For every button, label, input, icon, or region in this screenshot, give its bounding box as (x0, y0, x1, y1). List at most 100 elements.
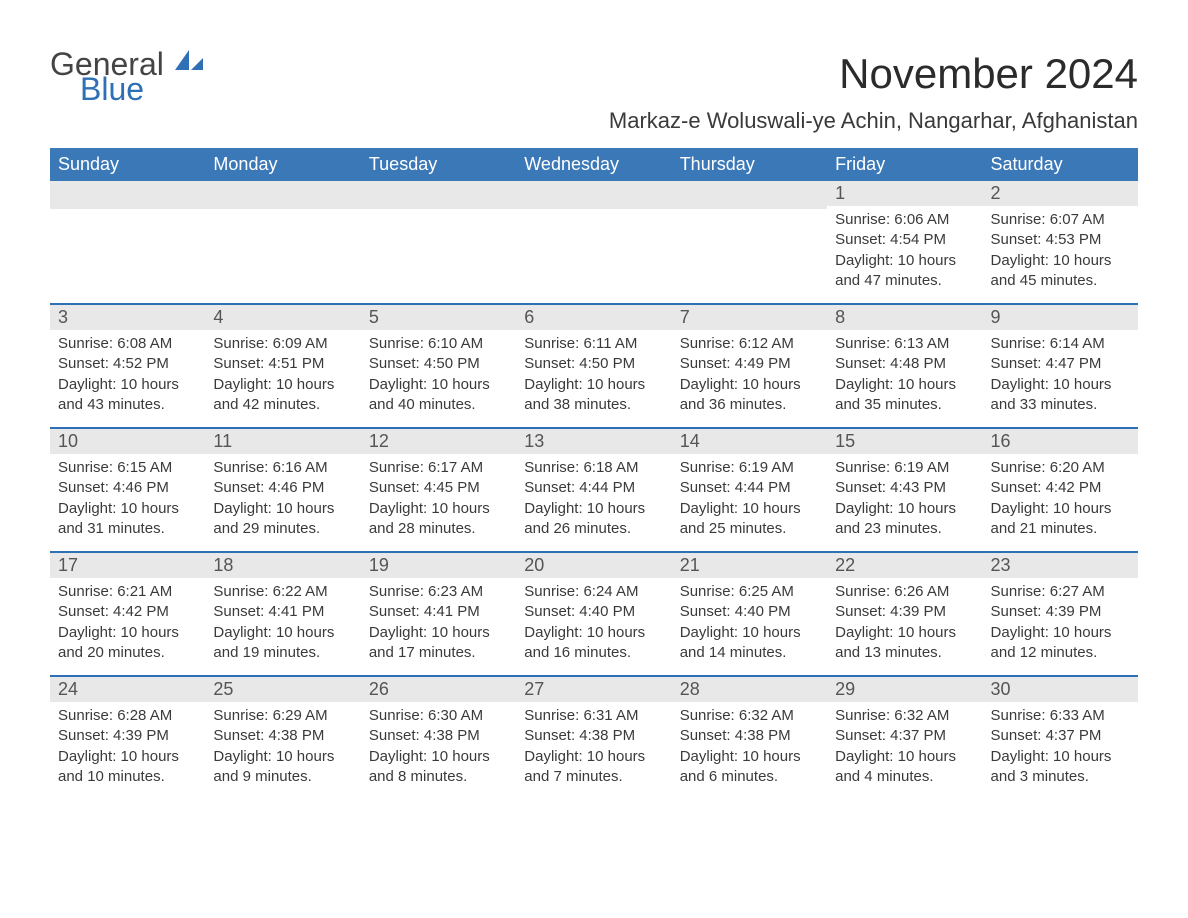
sunset-line: Sunset: 4:38 PM (369, 726, 508, 746)
day-data: Sunrise: 6:15 AMSunset: 4:46 PMDaylight:… (50, 454, 205, 539)
daylight-line2: and 17 minutes. (369, 643, 508, 663)
sunrise-line: Sunrise: 6:28 AM (58, 706, 197, 726)
day-number: 21 (672, 553, 827, 578)
sunset-line: Sunset: 4:40 PM (524, 602, 663, 622)
daylight-line1: Daylight: 10 hours (680, 623, 819, 643)
daylight-line2: and 25 minutes. (680, 519, 819, 539)
calendar-day-cell: 11Sunrise: 6:16 AMSunset: 4:46 PMDayligh… (205, 429, 360, 552)
calendar-day-cell: 26Sunrise: 6:30 AMSunset: 4:38 PMDayligh… (361, 677, 516, 799)
calendar-week-row: 24Sunrise: 6:28 AMSunset: 4:39 PMDayligh… (50, 677, 1138, 799)
daylight-line1: Daylight: 10 hours (58, 499, 197, 519)
daylight-line2: and 6 minutes. (680, 767, 819, 787)
day-data: Sunrise: 6:26 AMSunset: 4:39 PMDaylight:… (827, 578, 982, 663)
day-number: 22 (827, 553, 982, 578)
calendar-day-cell: 12Sunrise: 6:17 AMSunset: 4:45 PMDayligh… (361, 429, 516, 552)
day-number: 23 (983, 553, 1138, 578)
calendar-empty-cell (50, 181, 205, 304)
daylight-line2: and 47 minutes. (835, 271, 974, 291)
sunset-line: Sunset: 4:45 PM (369, 478, 508, 498)
sunrise-line: Sunrise: 6:11 AM (524, 334, 663, 354)
daylight-line1: Daylight: 10 hours (680, 747, 819, 767)
sunrise-line: Sunrise: 6:30 AM (369, 706, 508, 726)
day-data: Sunrise: 6:09 AMSunset: 4:51 PMDaylight:… (205, 330, 360, 415)
day-number: 27 (516, 677, 671, 702)
daylight-line2: and 12 minutes. (991, 643, 1130, 663)
daylight-line2: and 23 minutes. (835, 519, 974, 539)
sunset-line: Sunset: 4:39 PM (58, 726, 197, 746)
day-number-empty (361, 181, 516, 209)
day-number: 7 (672, 305, 827, 330)
calendar-day-cell: 13Sunrise: 6:18 AMSunset: 4:44 PMDayligh… (516, 429, 671, 552)
calendar-week-row: 3Sunrise: 6:08 AMSunset: 4:52 PMDaylight… (50, 305, 1138, 428)
day-data: Sunrise: 6:08 AMSunset: 4:52 PMDaylight:… (50, 330, 205, 415)
sunset-line: Sunset: 4:42 PM (58, 602, 197, 622)
daylight-line1: Daylight: 10 hours (991, 623, 1130, 643)
daylight-line2: and 29 minutes. (213, 519, 352, 539)
calendar-day-cell: 17Sunrise: 6:21 AMSunset: 4:42 PMDayligh… (50, 553, 205, 676)
day-number: 20 (516, 553, 671, 578)
daylight-line2: and 8 minutes. (369, 767, 508, 787)
weekday-header: Sunday (50, 148, 205, 181)
daylight-line1: Daylight: 10 hours (835, 375, 974, 395)
calendar-week-row: 17Sunrise: 6:21 AMSunset: 4:42 PMDayligh… (50, 553, 1138, 676)
daylight-line1: Daylight: 10 hours (835, 623, 974, 643)
brand-logo: General Blue (50, 50, 203, 108)
sunrise-line: Sunrise: 6:07 AM (991, 210, 1130, 230)
sunrise-line: Sunrise: 6:32 AM (680, 706, 819, 726)
sunrise-line: Sunrise: 6:18 AM (524, 458, 663, 478)
day-number: 17 (50, 553, 205, 578)
daylight-line1: Daylight: 10 hours (835, 747, 974, 767)
day-data: Sunrise: 6:25 AMSunset: 4:40 PMDaylight:… (672, 578, 827, 663)
sunset-line: Sunset: 4:46 PM (213, 478, 352, 498)
day-data: Sunrise: 6:10 AMSunset: 4:50 PMDaylight:… (361, 330, 516, 415)
daylight-line2: and 38 minutes. (524, 395, 663, 415)
day-number: 8 (827, 305, 982, 330)
daylight-line1: Daylight: 10 hours (369, 375, 508, 395)
daylight-line2: and 16 minutes. (524, 643, 663, 663)
day-data: Sunrise: 6:33 AMSunset: 4:37 PMDaylight:… (983, 702, 1138, 787)
calendar-empty-cell (361, 181, 516, 304)
day-number: 6 (516, 305, 671, 330)
sunset-line: Sunset: 4:52 PM (58, 354, 197, 374)
calendar-day-cell: 23Sunrise: 6:27 AMSunset: 4:39 PMDayligh… (983, 553, 1138, 676)
day-data: Sunrise: 6:16 AMSunset: 4:46 PMDaylight:… (205, 454, 360, 539)
day-data: Sunrise: 6:28 AMSunset: 4:39 PMDaylight:… (50, 702, 205, 787)
daylight-line2: and 14 minutes. (680, 643, 819, 663)
day-data: Sunrise: 6:14 AMSunset: 4:47 PMDaylight:… (983, 330, 1138, 415)
location-subtitle: Markaz-e Woluswali-ye Achin, Nangarhar, … (609, 108, 1138, 134)
calendar-day-cell: 4Sunrise: 6:09 AMSunset: 4:51 PMDaylight… (205, 305, 360, 428)
sunrise-line: Sunrise: 6:16 AM (213, 458, 352, 478)
day-data: Sunrise: 6:11 AMSunset: 4:50 PMDaylight:… (516, 330, 671, 415)
day-number: 4 (205, 305, 360, 330)
day-number: 1 (827, 181, 982, 206)
calendar-day-cell: 27Sunrise: 6:31 AMSunset: 4:38 PMDayligh… (516, 677, 671, 799)
day-number-empty (50, 181, 205, 209)
sunset-line: Sunset: 4:50 PM (369, 354, 508, 374)
daylight-line1: Daylight: 10 hours (680, 499, 819, 519)
day-data: Sunrise: 6:20 AMSunset: 4:42 PMDaylight:… (983, 454, 1138, 539)
calendar-day-cell: 1Sunrise: 6:06 AMSunset: 4:54 PMDaylight… (827, 181, 982, 304)
calendar-day-cell: 2Sunrise: 6:07 AMSunset: 4:53 PMDaylight… (983, 181, 1138, 304)
day-data: Sunrise: 6:32 AMSunset: 4:38 PMDaylight:… (672, 702, 827, 787)
day-number: 29 (827, 677, 982, 702)
daylight-line1: Daylight: 10 hours (213, 499, 352, 519)
sunset-line: Sunset: 4:39 PM (835, 602, 974, 622)
daylight-line1: Daylight: 10 hours (213, 375, 352, 395)
calendar-day-cell: 7Sunrise: 6:12 AMSunset: 4:49 PMDaylight… (672, 305, 827, 428)
calendar-week-row: 1Sunrise: 6:06 AMSunset: 4:54 PMDaylight… (50, 181, 1138, 304)
day-number: 15 (827, 429, 982, 454)
sunrise-line: Sunrise: 6:12 AM (680, 334, 819, 354)
daylight-line2: and 26 minutes. (524, 519, 663, 539)
sunrise-line: Sunrise: 6:13 AM (835, 334, 974, 354)
sunrise-line: Sunrise: 6:17 AM (369, 458, 508, 478)
calendar-day-cell: 18Sunrise: 6:22 AMSunset: 4:41 PMDayligh… (205, 553, 360, 676)
day-number: 19 (361, 553, 516, 578)
daylight-line1: Daylight: 10 hours (680, 375, 819, 395)
day-data: Sunrise: 6:22 AMSunset: 4:41 PMDaylight:… (205, 578, 360, 663)
sunset-line: Sunset: 4:39 PM (991, 602, 1130, 622)
sunrise-line: Sunrise: 6:25 AM (680, 582, 819, 602)
calendar-table: SundayMondayTuesdayWednesdayThursdayFrid… (50, 148, 1138, 799)
day-number: 16 (983, 429, 1138, 454)
sunset-line: Sunset: 4:54 PM (835, 230, 974, 250)
day-number-empty (516, 181, 671, 209)
